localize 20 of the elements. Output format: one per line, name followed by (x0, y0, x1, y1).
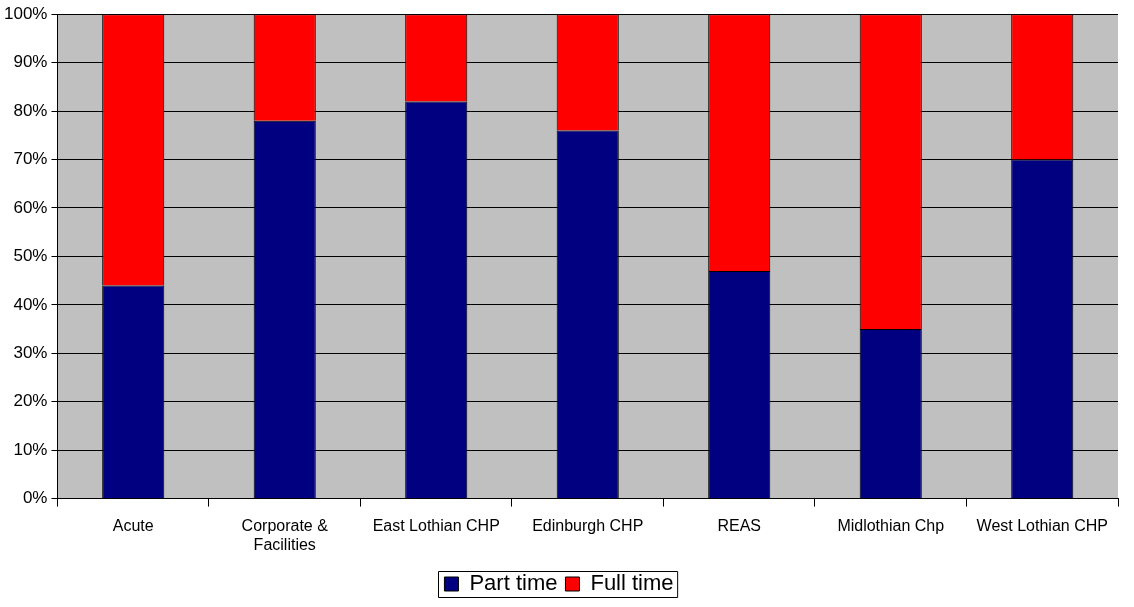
y-tick-label: 70% (13, 149, 48, 169)
y-tick-label: 30% (13, 342, 48, 362)
y-tick-label: 10% (13, 439, 48, 459)
y-tick-label: 20% (13, 391, 48, 411)
y-tick-label: 40% (13, 294, 48, 314)
x-tick-label: West Lothian CHP (976, 516, 1108, 534)
legend-label: Full time (590, 570, 674, 596)
legend-label: Part time (469, 570, 558, 596)
y-tick-label: 50% (13, 246, 48, 266)
y-tick-label: 90% (13, 52, 48, 72)
x-tick-label: REAS (717, 516, 762, 534)
x-tick-label: Midlothian Chp (837, 516, 945, 534)
y-tick-label: 0% (22, 488, 48, 508)
x-tick-label: Corporate & Facilities (241, 516, 329, 553)
y-tick-label: 60% (13, 197, 48, 217)
x-tick-label: Edinburgh CHP (532, 516, 644, 534)
x-tick-label: Acute (112, 516, 154, 534)
y-tick-label: 100% (4, 3, 48, 23)
x-tick-label: East Lothian CHP (372, 516, 500, 534)
y-tick-label: 80% (13, 100, 48, 120)
